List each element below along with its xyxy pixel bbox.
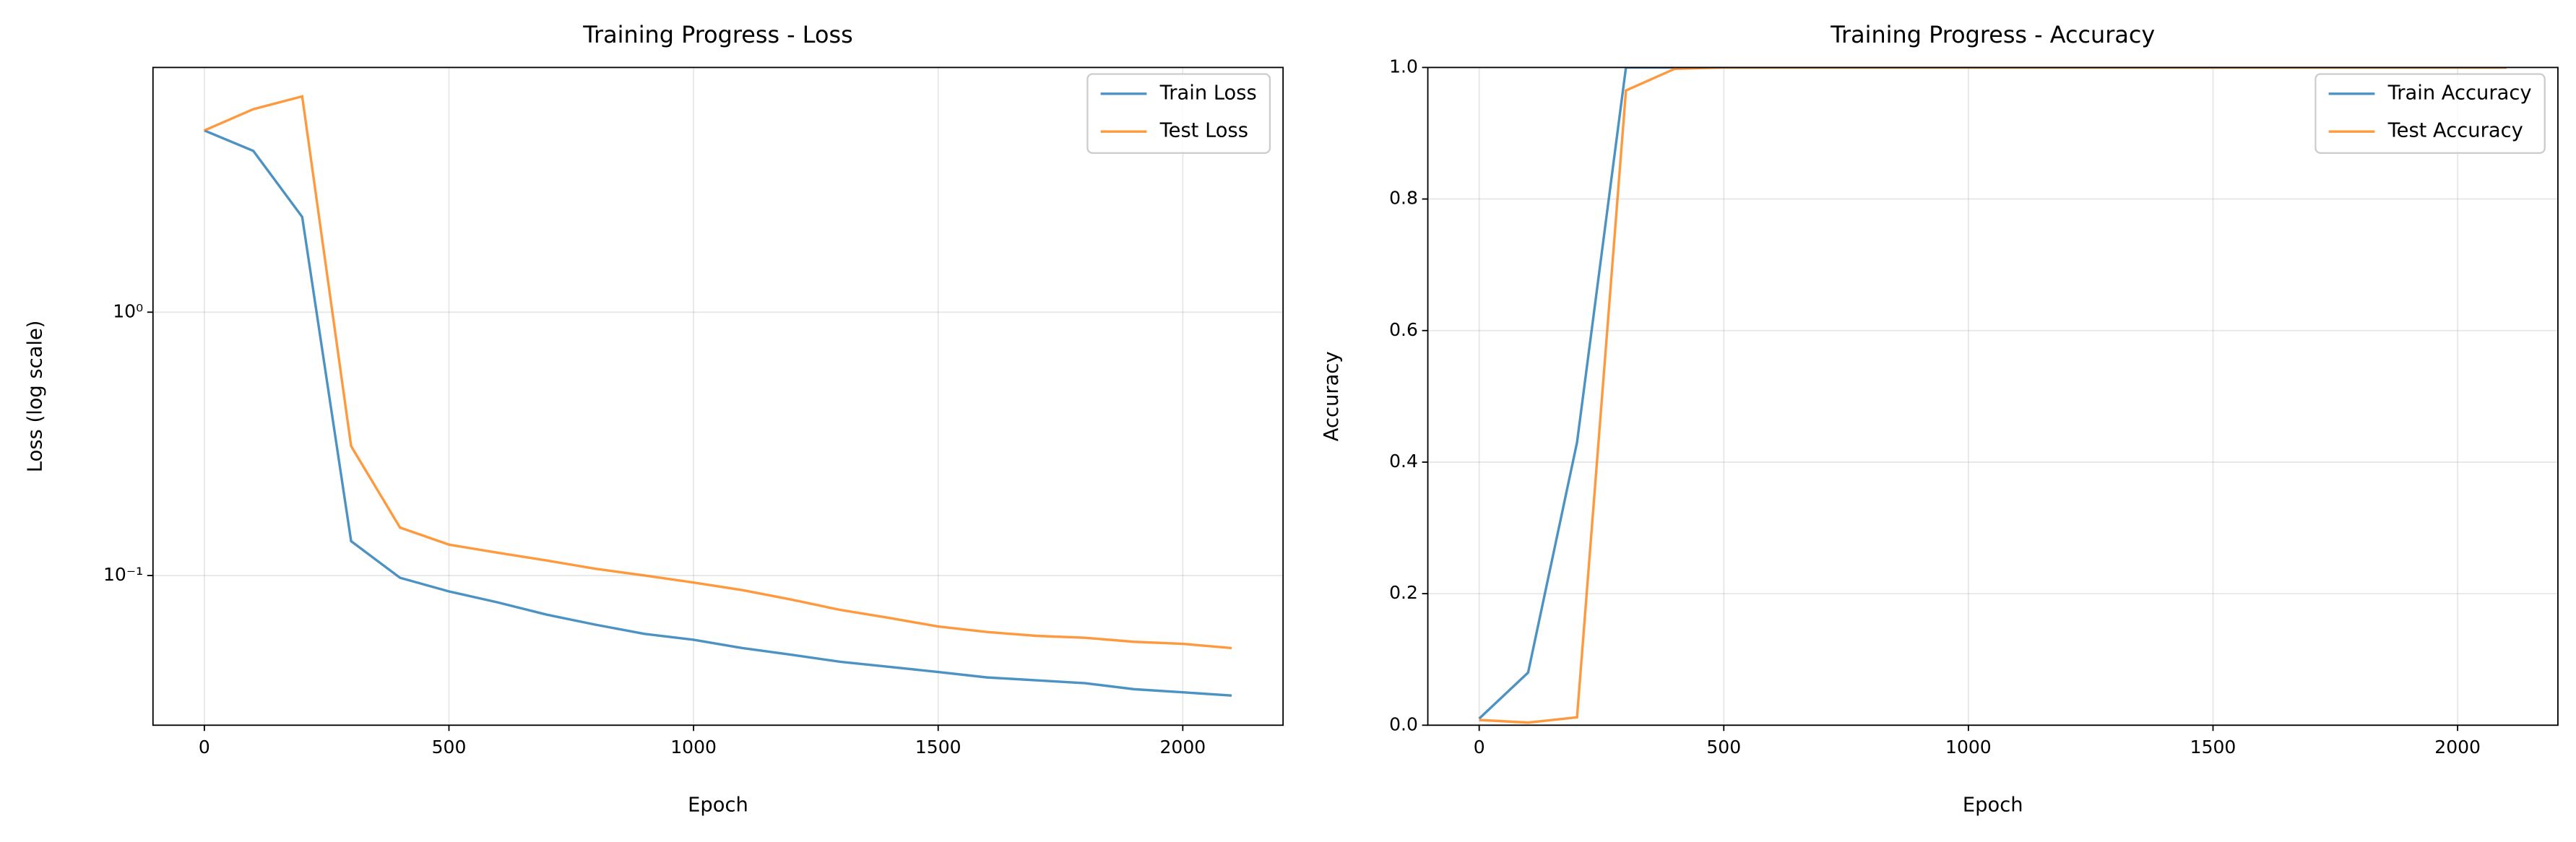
x-axis-label: Epoch	[1963, 794, 2023, 816]
axes-frame	[152, 66, 1284, 726]
y-tick-label: 1.0	[1389, 56, 1418, 77]
y-tick-label: 0.6	[1389, 319, 1418, 340]
x-tick-label: 0	[1474, 737, 1485, 758]
x-tick-label: 1500	[2190, 737, 2236, 758]
x-tick-label: 500	[432, 737, 467, 758]
panel: 0 500 1000 1500 2000 0.0 0.2 0.4 0.6 0.8 1.0 Traini…	[1321, 21, 2559, 816]
y-tick-label: 0.8	[1389, 188, 1418, 209]
data-line	[1479, 67, 2507, 724]
x-tick-label: 2000	[2434, 737, 2481, 758]
plot-area	[1478, 67, 2507, 724]
axes-frame	[1427, 66, 2559, 726]
x-tick-label: 0	[199, 737, 210, 758]
y-axis-label: Accuracy	[1321, 351, 1343, 441]
x-tick-label: 500	[1706, 737, 1741, 758]
data-line	[204, 95, 1232, 650]
legend-label: Test Accuracy	[2387, 120, 2523, 142]
y-tick-label: 10⁰	[113, 300, 143, 321]
y-tick-label: 0.2	[1389, 582, 1418, 603]
chart-title: Training Progress - Loss	[582, 21, 852, 48]
legend-label: Train Loss	[1159, 82, 1257, 104]
y-axis-label: Loss (log scale)	[25, 321, 47, 473]
x-tick-label: 1000	[670, 737, 717, 758]
legend: Train Loss Test Loss	[1086, 73, 1271, 154]
y-tick-label: 10⁻¹	[103, 564, 143, 585]
x-axis-label: Epoch	[688, 794, 748, 816]
panel: 0 500 1000 1500 2000 10⁰ 10⁻¹ Training Progress…	[25, 21, 1284, 816]
legend: Train Accuracy Test Accuracy	[2314, 73, 2546, 154]
legend-label: Train Accuracy	[2387, 82, 2532, 104]
x-tick-label: 1500	[915, 737, 961, 758]
legend-label: Test Loss	[1159, 120, 1248, 142]
plot-area	[204, 95, 1232, 697]
x-tick-label: 1000	[1945, 737, 1992, 758]
chart-title: Training Progress - Accuracy	[1830, 21, 2155, 48]
x-tick-label: 2000	[1159, 737, 1206, 758]
y-tick-label: 0.4	[1389, 451, 1418, 472]
data-line	[204, 129, 1232, 697]
y-tick-label: 0.0	[1389, 713, 1418, 734]
